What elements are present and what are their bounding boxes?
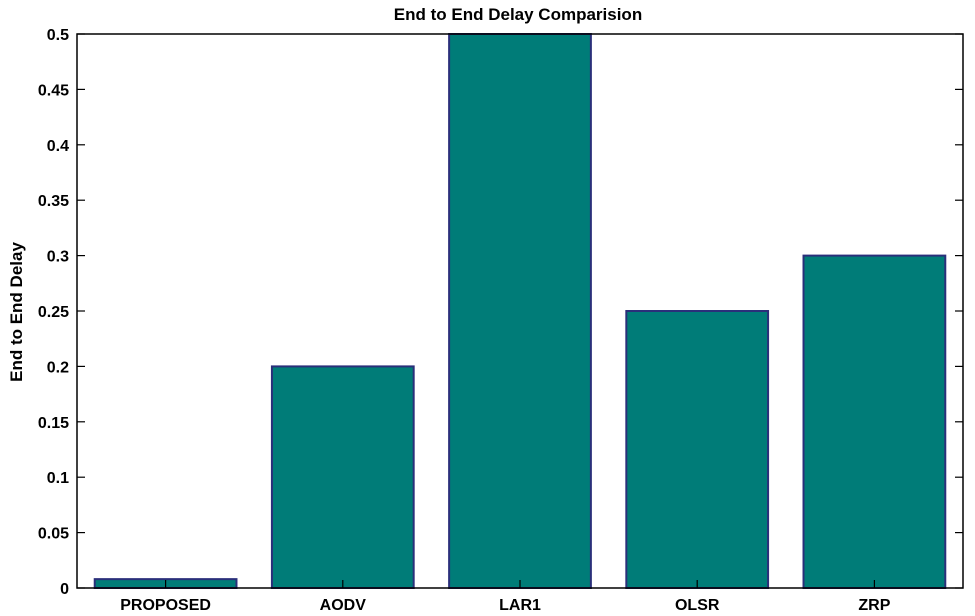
x-tick-label: OLSR: [675, 597, 720, 614]
x-tick-label: LAR1: [499, 597, 541, 614]
y-tick-label: 0.5: [47, 27, 69, 44]
bar-aodv: [270, 365, 415, 589]
y-tick-label: 0.3: [47, 249, 69, 266]
chart-title: End to End Delay Comparision: [394, 5, 642, 24]
y-tick-label: 0.45: [38, 82, 69, 99]
y-tick-label: 0.35: [38, 193, 69, 210]
y-tick-label: 0.15: [38, 415, 69, 432]
x-tick-label: PROPOSED: [120, 597, 211, 614]
y-ticks-group: 0 0.05 0.1 0.15 0.2 0.25 0.3 0.35 0.4 0.45 0.5: [38, 27, 963, 598]
y-tick-label: 0.25: [38, 304, 69, 321]
x-tick-label: ZRP: [858, 597, 890, 614]
y-tick-label: 0.05: [38, 526, 69, 543]
bar-zrp: [802, 254, 947, 589]
y-tick-label: 0.1: [47, 470, 69, 487]
y-tick-label: 0.4: [47, 138, 69, 155]
y-tick-label: 0: [60, 581, 69, 598]
y-axis-label: End to End Delay: [7, 242, 26, 382]
bar-olsr: [625, 310, 770, 589]
x-tick-label: AODV: [320, 597, 367, 614]
x-ticks-group: PROPOSED AODV LAR1 OLSR ZRP: [120, 580, 891, 614]
y-tick-label: 0.2: [47, 359, 69, 376]
plot-area-frame: [76, 33, 964, 589]
bar-lar1: [448, 33, 592, 589]
bars-group: [93, 33, 947, 589]
